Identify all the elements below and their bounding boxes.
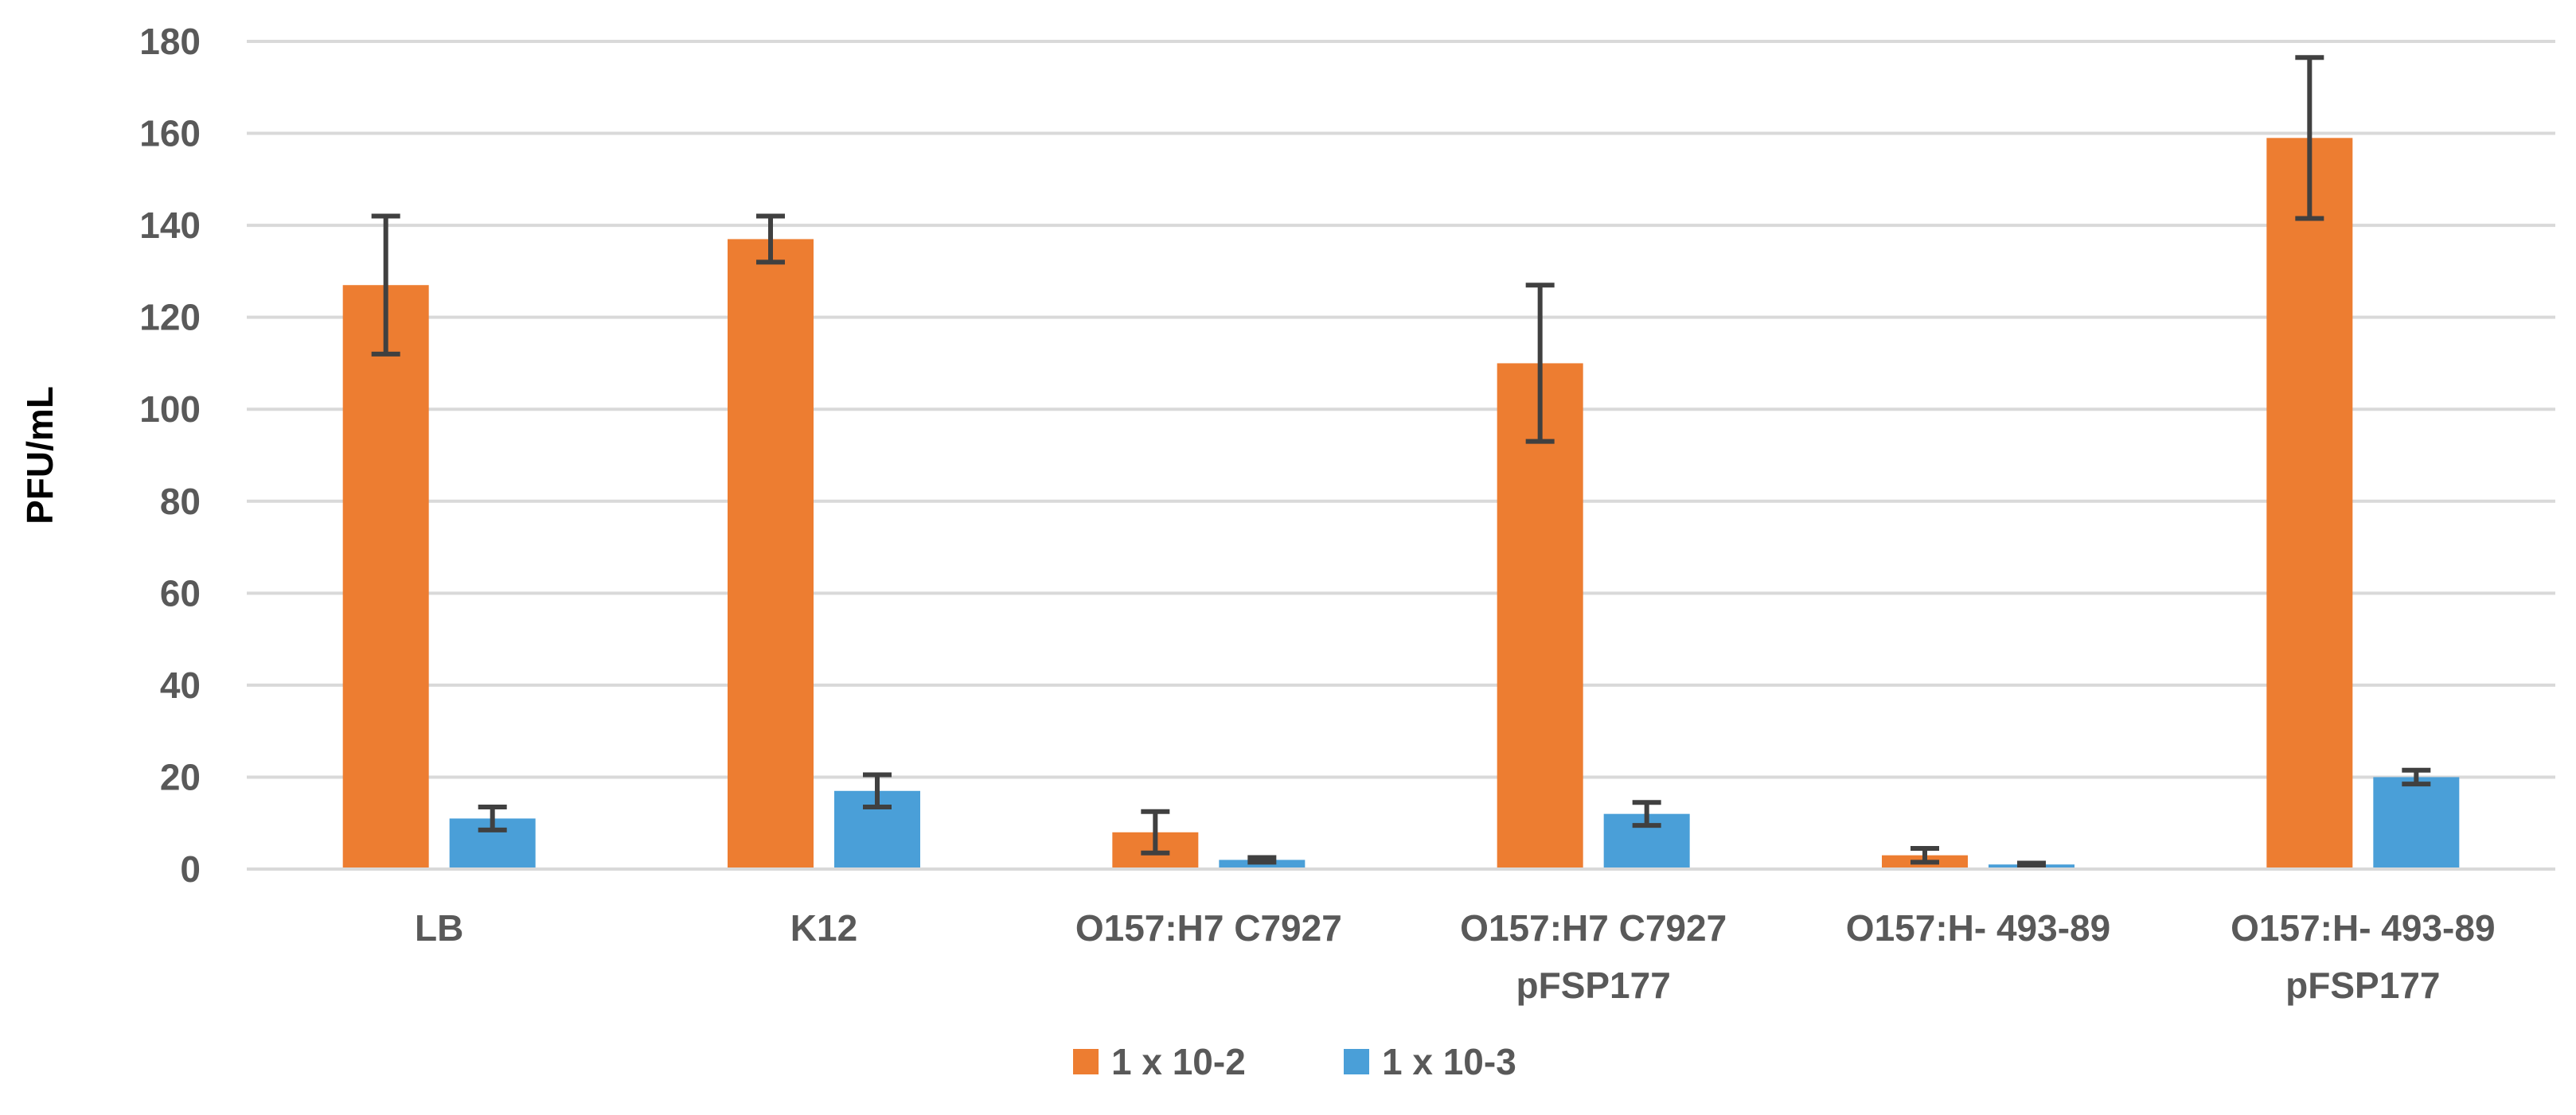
error-bar <box>1525 283 1555 444</box>
x-tick-label-line: O157:H7 C7927 <box>1075 907 1342 949</box>
legend: 1 x 10-2 1 x 10-3 <box>1073 1041 1516 1082</box>
y-tick-label: 100 <box>139 388 201 430</box>
y-tick-label: 180 <box>139 21 201 62</box>
y-axis-title: PFU/mL <box>19 386 60 524</box>
legend-swatch <box>1073 1049 1099 1074</box>
y-tick-label: 0 <box>180 848 201 890</box>
x-tick-label: O157:H7 C7927 <box>1075 907 1342 949</box>
error-bar <box>2017 860 2046 868</box>
y-tick-label: 80 <box>160 481 201 522</box>
x-tick-label-line: O157:H7 C7927 <box>1460 907 1727 949</box>
error-bar <box>478 805 507 832</box>
y-axis: 0 20 40 60 80 100 120 140 160 180 <box>139 21 201 890</box>
y-tick-label: 60 <box>160 572 201 614</box>
bar <box>2373 777 2460 869</box>
error-bar <box>1247 855 1277 865</box>
x-tick-label-line: O157:H- 493-89 <box>1846 907 2110 949</box>
error-bar <box>1911 846 1939 865</box>
error-bar <box>371 213 400 357</box>
bars <box>342 138 2460 870</box>
error-bar <box>863 772 892 809</box>
x-tick-label: O157:H- 493-89 <box>1846 907 2110 949</box>
legend-item: 1 x 10-2 <box>1073 1041 1246 1082</box>
x-tick-label: O157:H- 493-89 pFSP177 <box>2231 907 2495 1006</box>
y-tick-label: 140 <box>139 205 201 246</box>
y-tick-label: 160 <box>139 113 201 154</box>
error-bar <box>2295 55 2324 221</box>
legend-label: 1 x 10-2 <box>1111 1041 1246 1082</box>
bar <box>2266 138 2353 870</box>
x-tick-label: O157:H7 C7927 pFSP177 <box>1460 907 1727 1006</box>
error-bar <box>1632 800 1661 828</box>
legend-item: 1 x 10-3 <box>1344 1041 1516 1082</box>
gridlines <box>247 40 2555 779</box>
x-tick-label-line: O157:H- 493-89 <box>2231 907 2495 949</box>
error-bar <box>2402 767 2431 787</box>
y-tick-label: 120 <box>139 297 201 338</box>
y-tick-label: 40 <box>160 665 201 706</box>
y-tick-label: 20 <box>160 756 201 797</box>
bar <box>342 285 429 869</box>
bar <box>728 239 814 869</box>
legend-label: 1 x 10-3 <box>1382 1041 1516 1082</box>
legend-swatch <box>1344 1049 1369 1074</box>
error-bar <box>756 213 785 265</box>
x-tick-label-line: LB <box>415 907 463 949</box>
x-tick-label: LB <box>415 907 463 949</box>
x-tick-label-line: pFSP177 <box>2285 965 2440 1006</box>
x-axis: LB K12 O157:H7 C7927 O157:H7 C7927 pFSP177O1… <box>247 867 2555 1006</box>
x-tick-label: K12 <box>790 907 857 949</box>
bar <box>1497 363 1583 869</box>
x-tick-label-line: pFSP177 <box>1516 965 1671 1006</box>
error-bars <box>371 55 2431 868</box>
x-tick-label-line: K12 <box>790 907 857 949</box>
error-bar <box>1141 809 1170 856</box>
